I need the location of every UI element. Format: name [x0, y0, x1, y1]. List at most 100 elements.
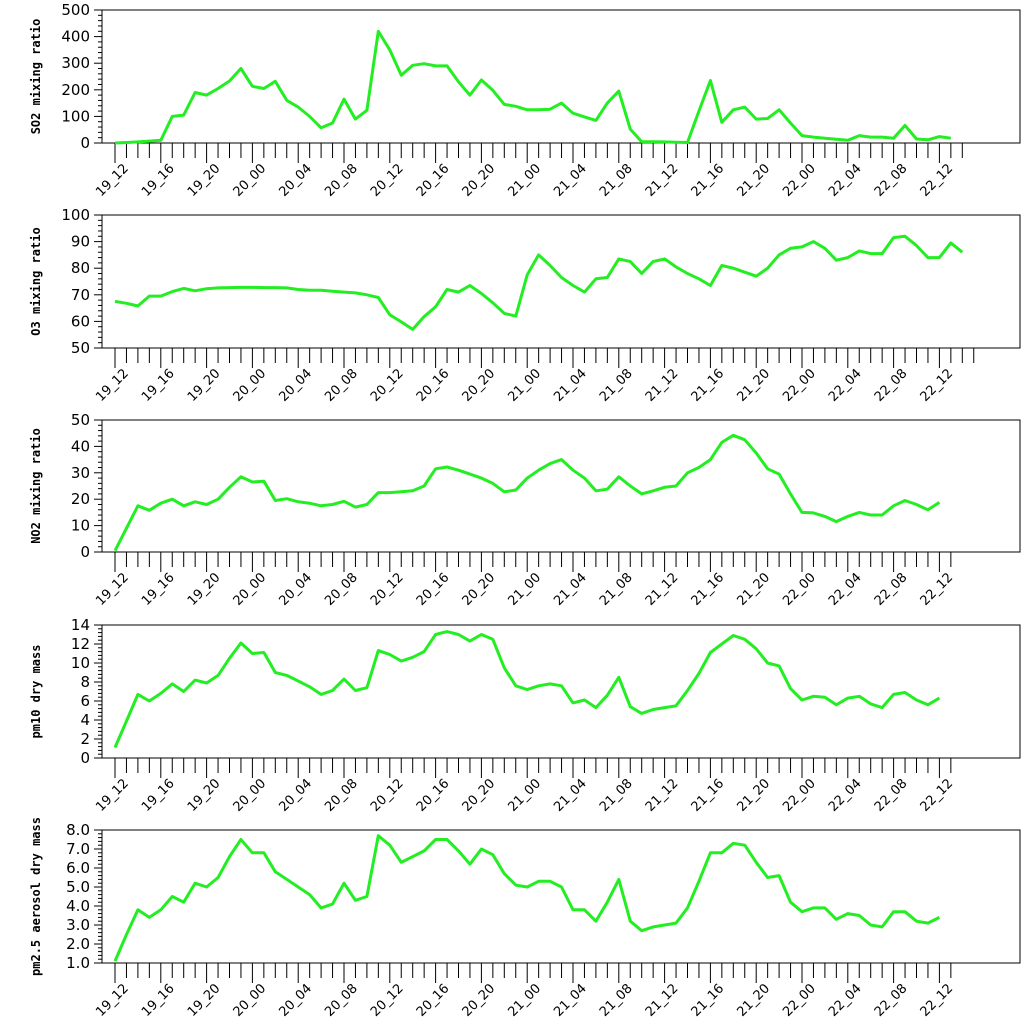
- x-tick-label: 20_16: [414, 776, 453, 815]
- series-line: [113, 630, 941, 749]
- plot-frame: [101, 624, 1021, 759]
- x-tick-label: 20_16: [414, 570, 453, 609]
- x-tick-label: 20_04: [276, 776, 315, 815]
- x-tick-label: 19_20: [185, 161, 224, 200]
- x-tick-label: 21_04: [551, 366, 590, 405]
- x-tick-label: 20_08: [322, 161, 361, 200]
- x-tick-label: 21_00: [505, 981, 544, 1020]
- y-tick-label: 5.0: [66, 878, 90, 896]
- y-tick-label: 90: [71, 233, 90, 251]
- plot-frame: [101, 214, 1021, 349]
- x-tick-label: 21_08: [597, 776, 636, 815]
- x-tick-label: 21_00: [505, 776, 544, 815]
- x-tick-label: 21_08: [597, 161, 636, 200]
- x-tick-label: 21_00: [505, 161, 544, 200]
- x-tick-label: 21_08: [597, 366, 636, 405]
- x-tick-label: 21_12: [643, 161, 682, 200]
- y-tick-label: 12: [71, 635, 90, 653]
- x-tick-label: 20_04: [276, 981, 315, 1020]
- x-tick-label: 20_00: [231, 570, 270, 609]
- y-tick-label: 2: [80, 730, 90, 748]
- y-tick-label: 7.0: [66, 840, 90, 858]
- x-tick-label: 20_08: [322, 366, 361, 405]
- x-tick-label: 21_16: [689, 161, 728, 200]
- x-tick-label: 21_16: [689, 570, 728, 609]
- x-tick-label: 21_12: [643, 570, 682, 609]
- x-tick-label: 20_00: [231, 161, 270, 200]
- x-tick-label: 22_04: [826, 161, 865, 200]
- chart-panel-2: 50 60 70 80 90 100 O3 mixing ratio 19_12 19_16 19…: [29, 206, 1021, 405]
- x-tick-label: 22_08: [872, 161, 911, 200]
- x-tick-label: 20_20: [460, 776, 499, 815]
- x-tick-label: 20_04: [276, 570, 315, 609]
- series-line: [114, 234, 964, 331]
- x-tick-label: 22_00: [780, 981, 819, 1020]
- x-tick-label: 20_04: [276, 366, 315, 405]
- x-tick-label: 21_20: [734, 981, 773, 1020]
- y-axis-label: pm2.5 aerosol dry mass: [29, 817, 43, 976]
- x-tick-label: 22_08: [872, 776, 911, 815]
- x-tick-label: 19_12: [93, 366, 132, 405]
- y-tick-label: 50: [71, 411, 90, 429]
- x-tick-label: 22_08: [872, 981, 911, 1020]
- y-tick-label: 200: [61, 81, 90, 99]
- x-tick-label: 22_12: [918, 570, 957, 609]
- y-tick-label: 20: [71, 490, 90, 508]
- x-tick-label: 21_08: [597, 981, 636, 1020]
- x-tick-label: 19_20: [185, 570, 224, 609]
- y-tick-label: 10: [71, 654, 90, 672]
- x-tick-label: 21_04: [551, 981, 590, 1020]
- x-tick-label: 22_12: [918, 776, 957, 815]
- x-tick-label: 20_20: [460, 570, 499, 609]
- y-tick-label: 100: [61, 206, 90, 224]
- x-tick-label: 22_00: [780, 366, 819, 405]
- y-tick-label: 30: [71, 464, 90, 482]
- x-tick-label: 20_00: [231, 366, 270, 405]
- y-tick-label: 8: [80, 673, 90, 691]
- x-tick-label: 21_20: [734, 161, 773, 200]
- y-axis-label: pm10 dry mass: [29, 645, 43, 739]
- y-tick-label: 4: [80, 711, 90, 729]
- y-tick-label: 40: [71, 437, 90, 455]
- y-tick-label: 60: [71, 312, 90, 330]
- x-tick-label: 20_00: [231, 981, 270, 1020]
- x-tick-label: 19_16: [139, 366, 178, 405]
- x-tick-label: 19_16: [139, 981, 178, 1020]
- plot-frame: [101, 829, 1021, 964]
- y-axis-label: NO2 mixing ratio: [29, 428, 43, 544]
- y-tick-label: 0: [80, 134, 90, 152]
- x-tick-label: 19_16: [139, 161, 178, 200]
- x-tick-label: 20_08: [322, 981, 361, 1020]
- y-tick-label: 3.0: [66, 916, 90, 934]
- chart-panel-3: 0 10 20 30 40 50 NO2 mixing ratio 19_12 19_16 19_…: [29, 411, 1021, 609]
- y-tick-label: 0: [80, 543, 90, 561]
- x-tick-label: 20_20: [460, 981, 499, 1020]
- x-tick-label: 20_12: [368, 776, 407, 815]
- y-tick-label: 6: [80, 692, 90, 710]
- x-tick-label: 20_08: [322, 776, 361, 815]
- y-tick-label: 8.0: [66, 821, 90, 839]
- y-tick-label: 500: [61, 1, 90, 19]
- x-tick-label: 21_16: [689, 981, 728, 1020]
- y-tick-label: 0: [80, 749, 90, 767]
- x-tick-label: 21_04: [551, 776, 590, 815]
- x-tick-label: 19_12: [93, 981, 132, 1020]
- x-tick-label: 19_20: [185, 981, 224, 1020]
- x-tick-label: 20_12: [368, 981, 407, 1020]
- x-tick-label: 20_12: [368, 570, 407, 609]
- x-tick-label: 20_20: [460, 161, 499, 200]
- x-tick-label: 22_00: [780, 161, 819, 200]
- x-tick-label: 21_00: [505, 366, 544, 405]
- x-tick-label: 20_04: [276, 161, 315, 200]
- x-tick-label: 20_12: [368, 366, 407, 405]
- x-tick-label: 20_00: [231, 776, 270, 815]
- series-line: [113, 834, 941, 962]
- chart-panel-5: 1.02.03.04.05.06.07.08.0 pm2.5 aerosol dr…: [29, 817, 1021, 1020]
- x-tick-label: 21_12: [643, 981, 682, 1020]
- plot-frame: [101, 9, 1021, 144]
- x-tick-label: 21_00: [505, 570, 544, 609]
- x-tick-label: 21_08: [597, 570, 636, 609]
- x-tick-label: 22_12: [918, 161, 957, 200]
